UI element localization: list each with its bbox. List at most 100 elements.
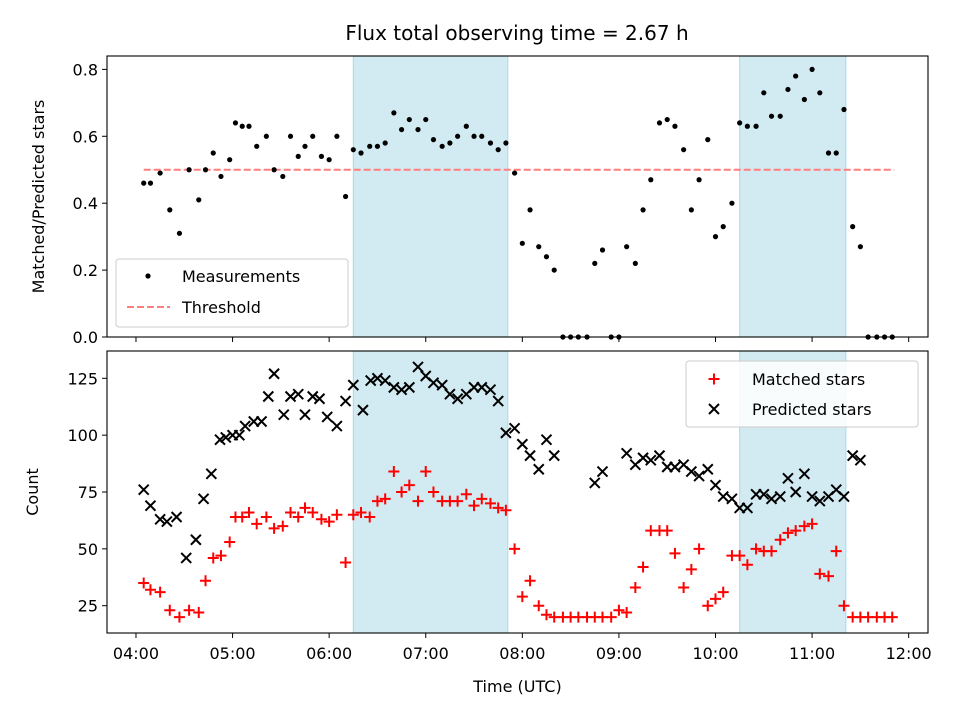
predicted-star-point — [412, 361, 424, 373]
predicted-star-point — [806, 490, 818, 503]
matched-star-point — [340, 557, 352, 568]
x-tick-label: 11:00 — [789, 644, 835, 663]
predicted-star-point — [653, 449, 666, 462]
measurement-point — [167, 207, 173, 213]
predicted-star-point — [693, 470, 705, 482]
predicted-star-point — [357, 404, 369, 416]
matched-star-point — [452, 495, 464, 507]
measurement-point — [495, 147, 501, 153]
predicted-star-point — [717, 490, 729, 503]
measurement-point — [334, 133, 340, 139]
predicted-star-point — [774, 490, 786, 503]
measurement-point — [415, 126, 421, 133]
observing-windows — [352, 55, 847, 338]
measurement-point — [176, 230, 183, 236]
measurement-point — [430, 137, 437, 143]
matched-star-point — [637, 561, 649, 573]
matched-star-point — [492, 502, 504, 514]
x-axis-label: Time (UTC) — [472, 677, 561, 696]
ratio-panel-legend: Measurements Threshold — [115, 258, 349, 328]
measurement-point — [210, 150, 216, 156]
measurement-point — [232, 120, 239, 126]
predicted-star-point — [702, 463, 714, 475]
y-tick-label: 25 — [78, 597, 98, 616]
measurement-point — [196, 197, 202, 203]
predicted-star-point — [205, 468, 218, 480]
matched-star-point — [379, 493, 391, 505]
measurement-point — [664, 116, 670, 123]
predicted-star-point — [339, 395, 352, 407]
measurement-point — [543, 254, 550, 260]
measurement-point — [793, 73, 799, 79]
measurement-point — [374, 143, 381, 149]
measurement-point — [487, 140, 494, 146]
measurement-point — [801, 96, 807, 103]
predicted-star-point — [669, 461, 681, 473]
measurement-point — [841, 106, 847, 113]
count-panel: 04:00 05:00 06:00 07:00 08:00 09:00 10:00 11:00… — [23, 350, 932, 696]
matched-star-point — [661, 525, 673, 537]
measurement-point — [712, 234, 719, 240]
measurement-point — [768, 113, 775, 119]
matched-star-point — [524, 575, 536, 587]
measurement-point — [696, 177, 702, 183]
matched-star-point — [750, 543, 762, 555]
matched-star-point — [268, 522, 280, 534]
matched-star-point — [766, 545, 778, 557]
matched-star-point — [806, 518, 818, 530]
matched-star-point — [814, 568, 826, 580]
count-legend-box — [685, 360, 919, 428]
measurement-point — [681, 147, 687, 153]
predicted-star-point — [500, 427, 512, 439]
measurement-point — [624, 244, 630, 250]
measurement-point — [833, 150, 839, 156]
matched-star-point — [355, 506, 367, 518]
observing-window — [739, 55, 847, 338]
matched-star-point — [468, 500, 480, 512]
matched-star-point — [299, 502, 311, 514]
measurement-point — [157, 170, 163, 176]
predicted-star-point — [492, 395, 504, 407]
measurement-point — [479, 133, 485, 139]
predicted-star-point — [533, 463, 545, 475]
matched-star-point — [403, 479, 415, 491]
predicted-star-point — [284, 390, 297, 403]
matched-star-point — [886, 611, 898, 623]
matched-star-point — [605, 611, 617, 623]
y-tick-label: 75 — [78, 483, 98, 502]
predicted-star-point — [220, 431, 232, 444]
measurement-point — [310, 133, 316, 139]
measurement-point — [263, 133, 269, 139]
predicted-star-point — [144, 499, 157, 512]
matched-star-point — [798, 520, 810, 532]
matched-star-point — [388, 466, 400, 478]
predicted-star-point — [180, 552, 192, 564]
predicted-star-point — [589, 477, 601, 489]
matched-star-point — [669, 547, 681, 559]
measurement-point — [753, 123, 759, 129]
predicted-star-point — [838, 490, 850, 503]
measurement-point — [367, 143, 373, 149]
matched-star-point — [277, 520, 289, 532]
matched-star-point — [790, 525, 802, 537]
matched-star-point — [200, 575, 212, 587]
matched-star-point — [173, 611, 185, 623]
measurement-point — [455, 133, 461, 139]
matched-star-point — [420, 466, 432, 478]
matched-star-point — [500, 504, 512, 516]
matched-star-point — [533, 600, 545, 612]
predicted-star-point — [170, 511, 183, 523]
matched-star-point — [260, 511, 272, 523]
matched-star-point — [138, 577, 150, 589]
matched-star-point — [224, 536, 236, 548]
predicted-star-point — [371, 372, 384, 384]
predicted-star-point — [388, 381, 400, 394]
measurement-point — [358, 150, 364, 156]
measurement-point — [825, 150, 832, 156]
measurement-point — [817, 90, 823, 96]
matched-star-point — [164, 604, 176, 616]
matched-star-point — [331, 509, 343, 521]
ratio-panel: 0.00.20.40.60.8 Matched/Predicted stars … — [29, 55, 929, 347]
predicted-star-point — [709, 479, 722, 491]
